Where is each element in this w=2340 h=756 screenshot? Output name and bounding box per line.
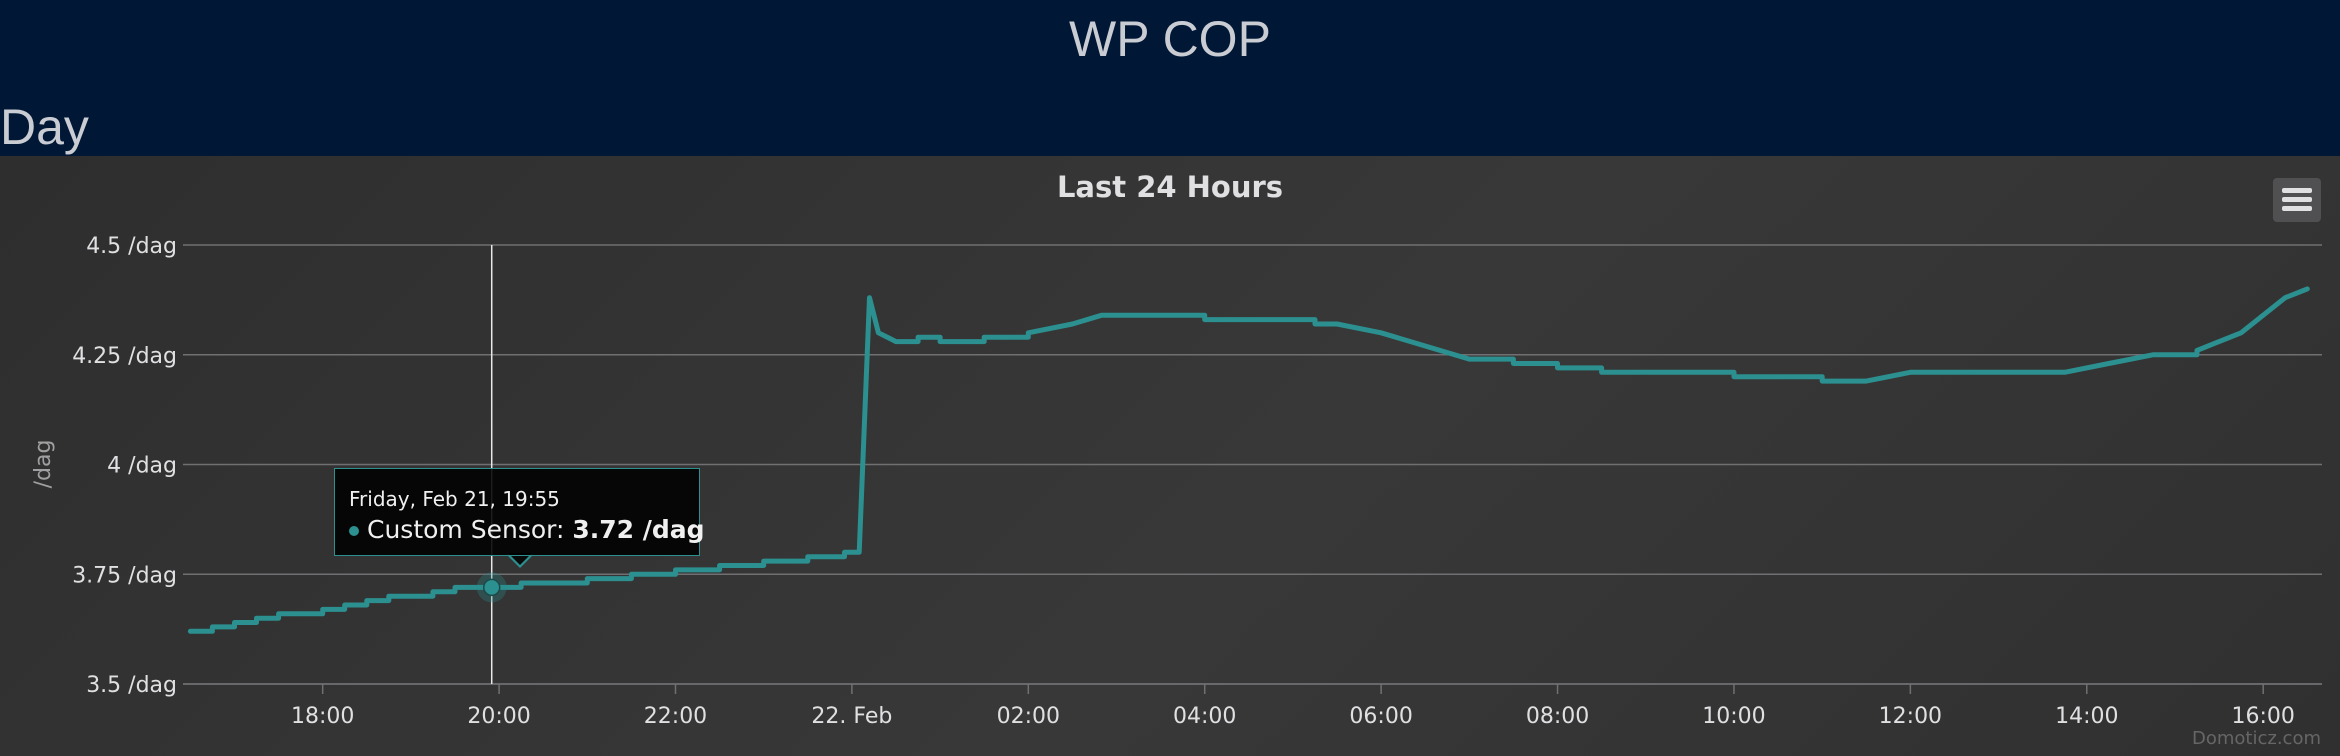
y-tick-label: 3.5 /dag xyxy=(86,673,177,698)
x-tick-label: 10:00 xyxy=(1702,704,1765,729)
x-tick-label: 16:00 xyxy=(2231,704,2294,729)
x-tick-label: 18:00 xyxy=(291,704,354,729)
x-tick-label: 04:00 xyxy=(1173,704,1236,729)
chart-title: Last 24 Hours xyxy=(1056,170,1284,204)
x-tick-label: 06:00 xyxy=(1349,704,1412,729)
x-tick-label: 20:00 xyxy=(467,704,530,729)
tooltip-value: 3.72 /dag xyxy=(572,515,705,544)
series-line xyxy=(187,286,2310,634)
page-title: WP COP xyxy=(1069,11,1271,67)
series-dot-icon xyxy=(349,526,359,536)
y-tick-label: 3.75 /dag xyxy=(72,563,177,588)
credits-link[interactable]: Domoticz.com xyxy=(2192,728,2321,749)
chart-panel: 3.5 /dag 3.75 /dag 4 /dag 4.25 /dag 4.5 /dag… xyxy=(0,156,2340,756)
page-header: WP COP Day xyxy=(0,0,2340,156)
highlight-point xyxy=(482,578,501,597)
y-tick-label: 4.5 /dag xyxy=(86,234,177,259)
x-tick-label: 22. Feb xyxy=(811,704,892,729)
x-tick-label: 02:00 xyxy=(997,704,1060,729)
x-tick-label: 12:00 xyxy=(1879,704,1942,729)
line-chart[interactable]: 3.5 /dag 3.75 /dag 4 /dag 4.25 /dag 4.5 /dag… xyxy=(0,156,2340,756)
section-title: Day xyxy=(0,99,89,155)
x-tick-label: 22:00 xyxy=(644,704,707,729)
x-tick-label: 08:00 xyxy=(1526,704,1589,729)
y-axis-title: /dag xyxy=(31,440,56,489)
tooltip-header: Friday, Feb 21, 19:55 xyxy=(349,487,560,511)
hamburger-menu-icon[interactable] xyxy=(2273,178,2321,222)
y-tick-label: 4 /dag xyxy=(107,454,177,479)
tooltip-series-label: Custom Sensor: xyxy=(367,515,565,544)
tooltip-body: Custom Sensor: 3.72 /dag xyxy=(349,515,705,544)
x-tick-label: 14:00 xyxy=(2055,704,2118,729)
chart-tooltip: Friday, Feb 21, 19:55 Custom Sensor: 3.7… xyxy=(334,468,705,556)
y-tick-label: 4.25 /dag xyxy=(72,344,177,369)
